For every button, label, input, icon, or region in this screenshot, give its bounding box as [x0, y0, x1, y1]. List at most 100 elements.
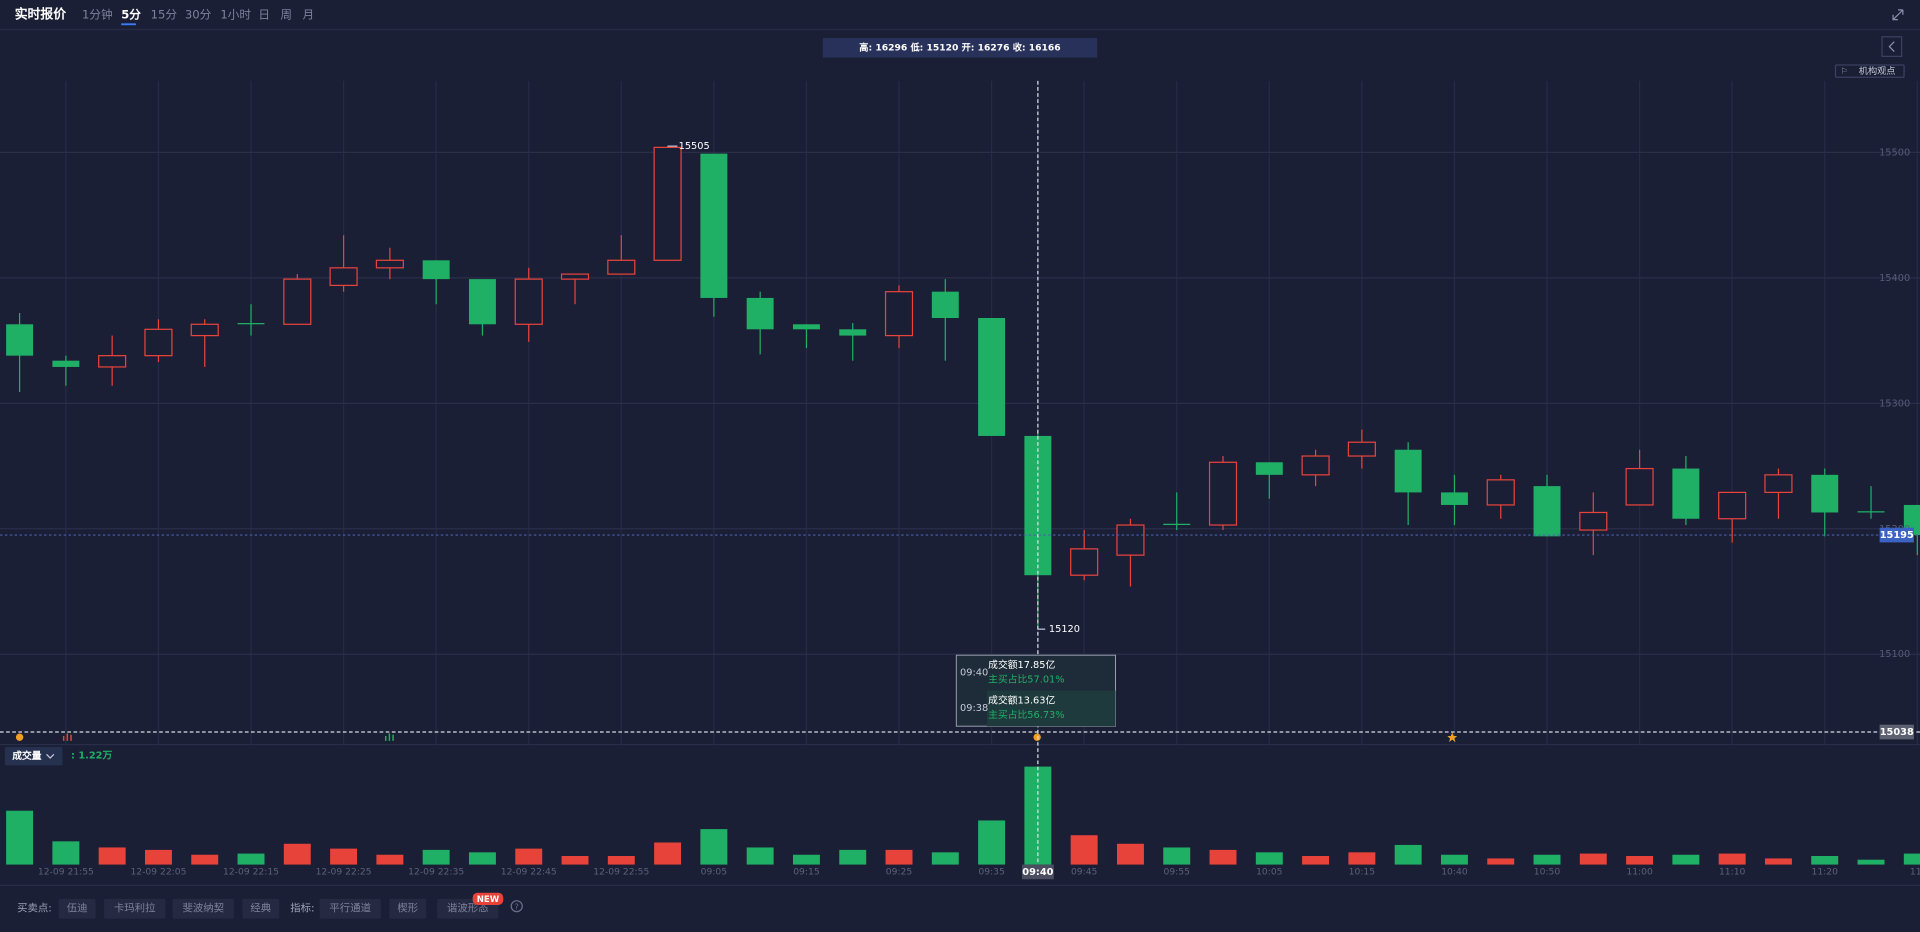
max-label: 15505 — [679, 141, 710, 152]
candle-body — [52, 360, 80, 367]
volume-value: : 1.22万 — [71, 750, 112, 762]
x-tick-label: 09:15 — [793, 866, 820, 877]
x-tick-label: 11:10 — [1719, 866, 1746, 877]
volume-bar — [191, 854, 219, 865]
footer-button[interactable] — [242, 898, 280, 919]
period-tab[interactable]: 日 — [258, 7, 270, 21]
candle-body — [514, 278, 543, 325]
indicator-label: 指标: — [290, 902, 314, 915]
volume-selector[interactable] — [4, 747, 63, 766]
x-tick-label: 12-09 21:55 — [38, 866, 94, 877]
last-price-box — [1879, 527, 1914, 543]
x-tick-label: 12-09 22:25 — [316, 866, 372, 877]
tooltip-highlight — [986, 690, 1116, 727]
view-button-icon: ⚐ — [1840, 67, 1848, 77]
volume-bar — [1857, 859, 1885, 865]
active-underline — [121, 23, 136, 26]
help-icon[interactable] — [510, 900, 523, 913]
period-tab[interactable]: 月 — [302, 7, 314, 21]
volume-bar — [1070, 835, 1098, 865]
x-tick-label: 12-09 22:45 — [501, 866, 557, 877]
side-toggle[interactable] — [1881, 36, 1903, 58]
volume-bar — [931, 852, 959, 865]
volume-bar — [1302, 856, 1330, 865]
candle-body — [746, 297, 774, 330]
candle-body — [1116, 524, 1145, 556]
volume-bar — [1348, 852, 1376, 865]
footer-button[interactable] — [172, 898, 234, 919]
last-price-label: 15195 — [1880, 530, 1914, 541]
candle-body — [1440, 492, 1468, 505]
candle-body — [6, 324, 34, 356]
period-tab[interactable]: 5分 — [121, 7, 141, 21]
view-button-text: 机构观点 — [1859, 65, 1896, 77]
footer-button-text: 经典 — [250, 902, 271, 915]
x-tick-label: 12-09 22:55 — [593, 866, 649, 877]
volume-bar — [1209, 849, 1237, 865]
tooltip-ratio: 主买占比57.01% — [988, 673, 1064, 686]
volume-bar — [1440, 854, 1468, 865]
volume-bar — [839, 849, 867, 865]
event-marker — [384, 733, 394, 741]
candle-body — [931, 291, 959, 319]
new-badge — [472, 892, 504, 905]
period-tab[interactable]: 1小时 — [220, 7, 251, 21]
candle-body — [422, 260, 450, 280]
candle-body — [283, 278, 312, 325]
x-tick-label: 09:55 — [1164, 866, 1191, 877]
volume-bar — [1718, 853, 1746, 865]
indicator-button[interactable] — [319, 898, 381, 919]
volume-bar — [746, 847, 774, 865]
new-badge-text: NEW — [477, 895, 500, 905]
x-tick-label: 11: — [1910, 866, 1920, 877]
indicator-button[interactable] — [389, 898, 427, 919]
info-bar — [822, 38, 1098, 58]
collapse-icon[interactable] — [1892, 9, 1904, 21]
y-tick-label: 15100 — [1879, 649, 1910, 660]
candle-body — [1857, 511, 1885, 513]
x-tick-label: 09:05 — [701, 866, 728, 877]
help-icon-text: ? — [515, 902, 519, 911]
footer-button-text: 斐波纳契 — [182, 902, 224, 915]
volume-bar — [6, 810, 34, 865]
volume-bar — [283, 843, 311, 865]
candle-body — [375, 259, 404, 269]
candle-body — [839, 329, 867, 336]
period-tab[interactable]: 15分 — [151, 7, 178, 21]
volume-bar — [1255, 852, 1283, 865]
x-tick-label: 12-09 22:15 — [223, 866, 279, 877]
candle-body — [978, 318, 1006, 436]
candle-body — [1533, 486, 1561, 537]
footer-button[interactable] — [104, 898, 166, 919]
tooltip-ratio: 主买占比56.73% — [988, 708, 1064, 721]
candle-body — [1811, 474, 1839, 513]
chart: 15505 15120 — [0, 80, 1920, 865]
volume-bar — [1903, 853, 1920, 865]
volume-bar — [376, 854, 404, 865]
volume-bar — [144, 849, 172, 865]
view-button[interactable] — [1834, 64, 1905, 78]
candle-body — [560, 273, 590, 280]
period-tab[interactable]: 周 — [280, 7, 292, 21]
crosshair-label-box — [1021, 864, 1054, 880]
side-toggle-icon — [1888, 41, 1895, 52]
period-tab[interactable]: 30分 — [185, 7, 212, 21]
x-tick-label: 09:35 — [978, 866, 1005, 877]
tooltip-amount: 成交额17.85亿 — [988, 658, 1055, 671]
chart-overlay: 1510015200153001540015500151951503812-09… — [4, 80, 1920, 880]
candle-body — [1208, 461, 1238, 526]
candle-body — [468, 279, 496, 325]
footer-button[interactable] — [58, 898, 96, 919]
period-tab[interactable]: 1分钟 — [82, 7, 113, 21]
volume-bar — [561, 856, 589, 865]
event-marker — [1447, 732, 1458, 743]
candle-body — [607, 259, 636, 275]
volume-bar — [237, 853, 265, 865]
candle-body — [1394, 449, 1422, 493]
volume-bar — [52, 841, 80, 865]
x-tick-label: 10:15 — [1349, 866, 1376, 877]
volume-bar — [1394, 844, 1422, 865]
indicator-button-text: 平行通道 — [329, 902, 371, 915]
candle-body — [1764, 474, 1793, 494]
candle-body — [653, 146, 682, 261]
